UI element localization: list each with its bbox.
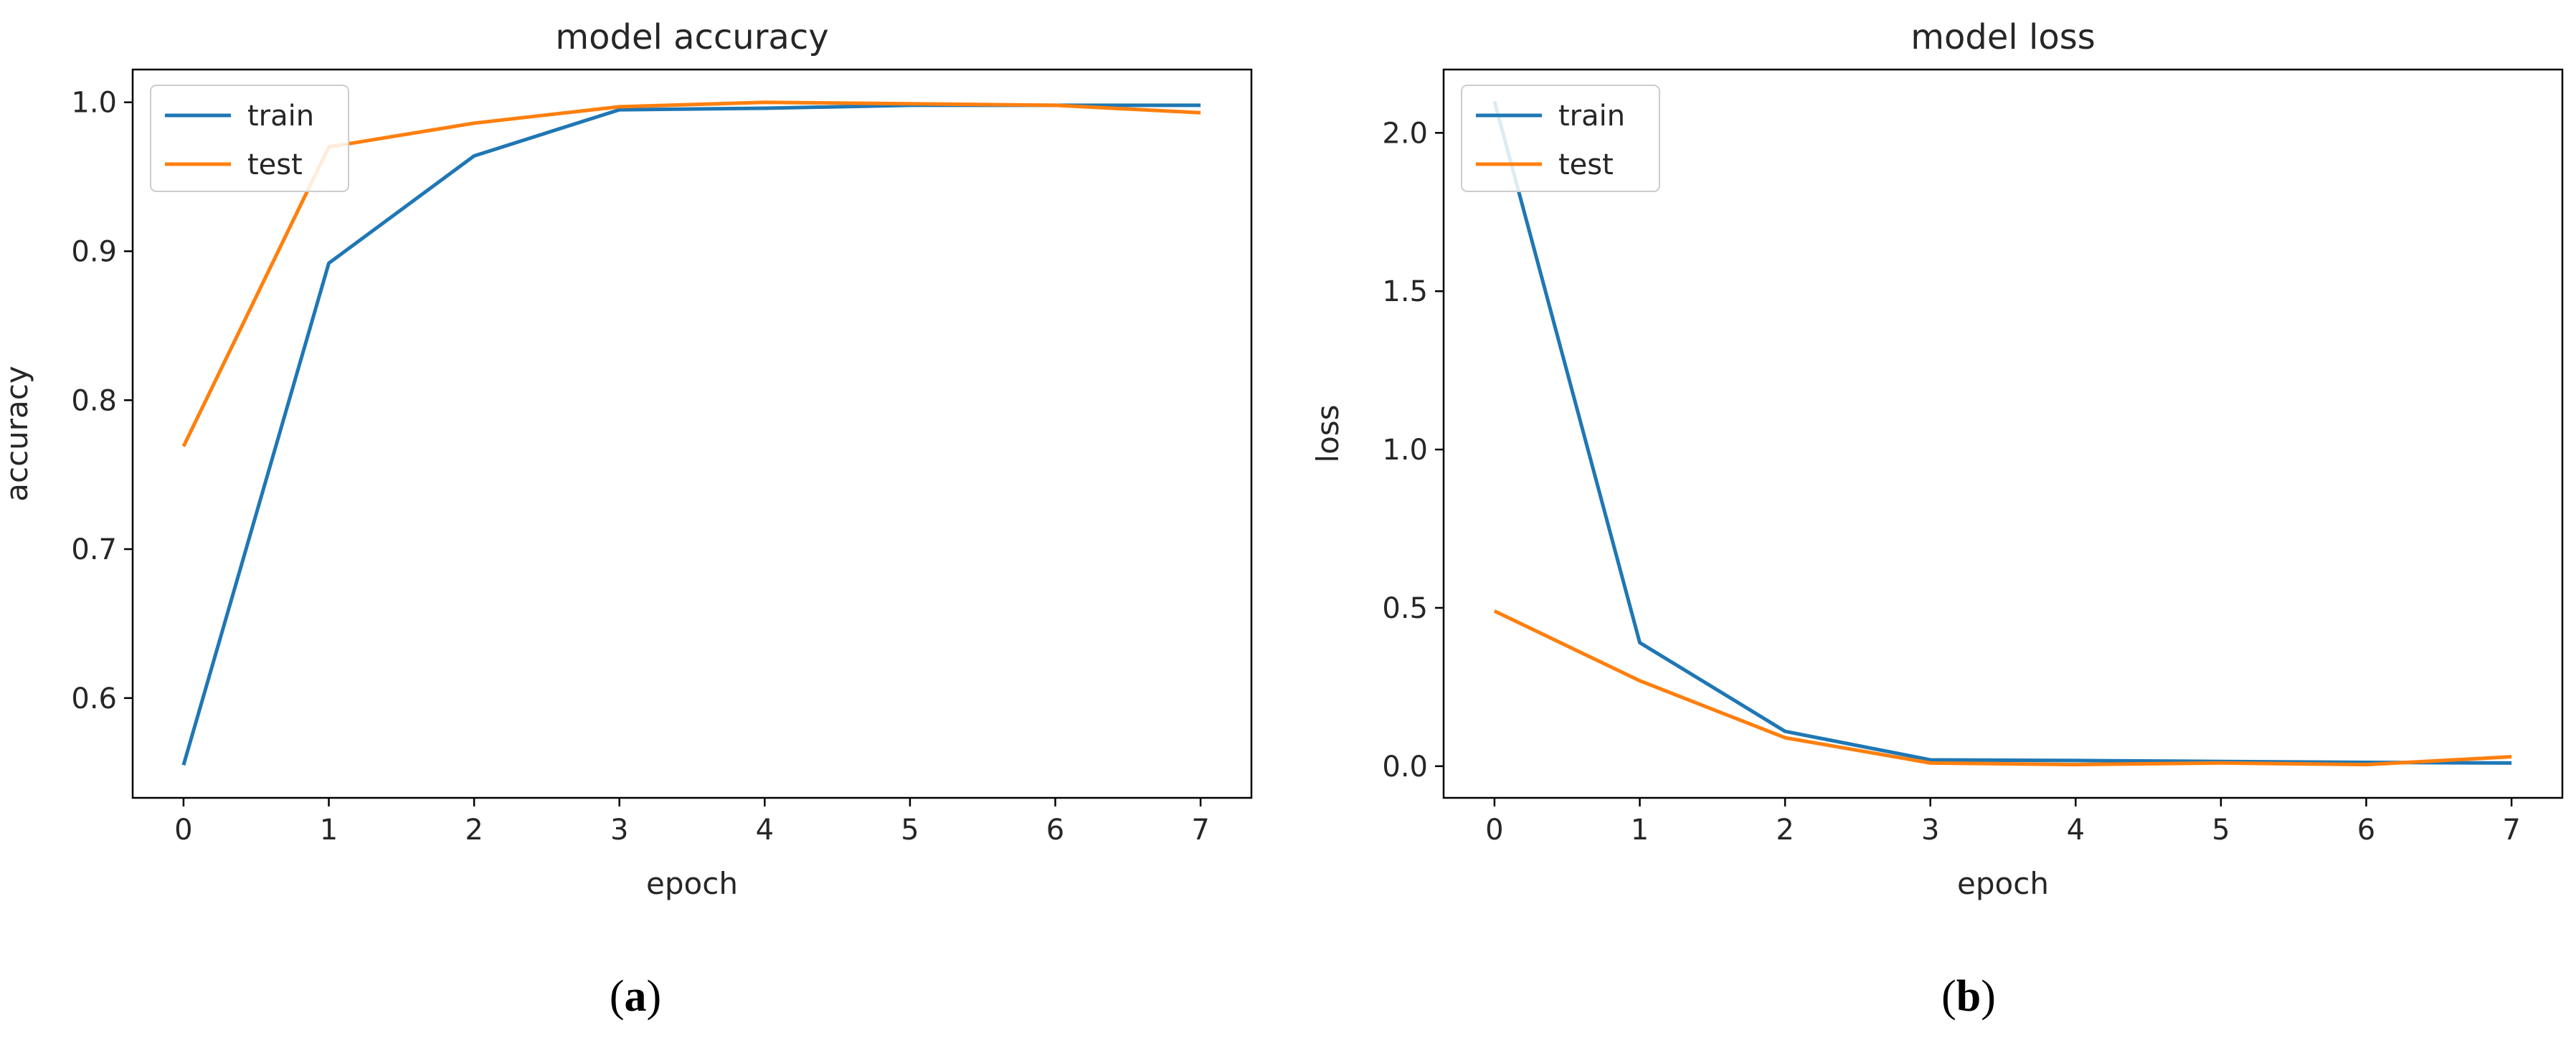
series-line-train	[181, 103, 1201, 766]
x-tick-label: 4	[756, 814, 774, 847]
subfigure-caption: (b)	[1941, 972, 1996, 1021]
chart-panel-b: model loss 0 1 2 3 4 5 6 7 0.0 0.5 1.0 1.5 2.0 epoch lo…	[1310, 17, 2564, 1021]
x-tick-label: 0	[1485, 814, 1503, 847]
y-tick-label: 1.0	[1382, 434, 1428, 467]
subfigure-caption: (a)	[610, 972, 661, 1021]
y-tick-label: 1.0	[71, 87, 117, 120]
y-tick-label: 0.9	[71, 235, 117, 268]
x-tick-label: 2	[465, 814, 483, 847]
x-tick-label: 1	[320, 814, 338, 847]
legend-label-test: test	[247, 148, 303, 181]
x-tick-label: 5	[901, 814, 919, 847]
subfigure-letter: b	[1956, 972, 1981, 1021]
y-axis-label: accuracy	[0, 366, 34, 502]
legend: train test	[150, 85, 349, 192]
x-tick-label: 3	[610, 814, 628, 847]
legend-label-train: train	[1558, 100, 1625, 133]
series-line-test	[1493, 609, 2512, 767]
y-tick-label: 0.8	[71, 384, 117, 417]
x-tick-label: 0	[174, 814, 192, 847]
legend-label-train: train	[247, 100, 314, 133]
x-tick-label: 5	[2212, 814, 2230, 847]
x-tick-label: 4	[2067, 814, 2085, 847]
x-tick-label: 1	[1631, 814, 1649, 847]
x-axis-label: epoch	[1957, 866, 2049, 901]
x-tick-label: 6	[2357, 814, 2375, 847]
chart-panel-a: model accuracy 0 1 2 3 4 5 6 7 0.6 0.7 0.8 0.9 1.0 epo…	[0, 17, 1253, 1021]
x-tick-label: 3	[1921, 814, 1939, 847]
x-axis-label: epoch	[646, 866, 738, 901]
x-tick-label: 7	[1191, 814, 1209, 847]
chart-title: model accuracy	[555, 17, 828, 57]
y-axis-label: loss	[1310, 404, 1345, 462]
chart-title: model loss	[1910, 17, 2095, 57]
y-tick-label: 0.5	[1382, 592, 1428, 625]
subfigure-letter: a	[625, 972, 647, 1021]
legend-label-test: test	[1558, 148, 1614, 181]
y-tick-label: 0.6	[71, 682, 117, 715]
y-tick-label: 1.5	[1382, 275, 1428, 308]
x-tick-label: 7	[2502, 814, 2520, 847]
plot-frame	[1442, 68, 2564, 799]
y-tick-label: 0.0	[1382, 751, 1428, 784]
y-tick-label: 0.7	[71, 533, 117, 566]
series-line-test	[181, 100, 1201, 447]
plot-frame	[131, 68, 1253, 799]
legend: train test	[1461, 85, 1660, 192]
y-tick-label: 2.0	[1382, 117, 1428, 150]
x-tick-label: 6	[1046, 814, 1064, 847]
series-line-train	[1492, 100, 2512, 765]
x-tick-label: 2	[1776, 814, 1794, 847]
